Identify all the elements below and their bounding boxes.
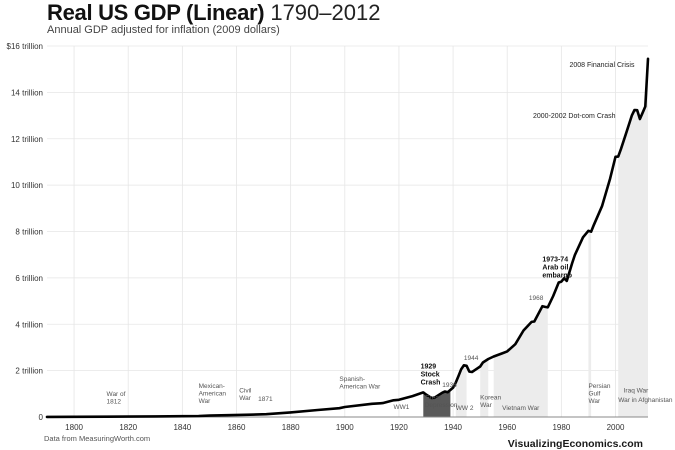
annotation-label: 1968: [529, 295, 544, 302]
chart-title-main: Real US GDP (Linear): [47, 0, 265, 25]
shaded-periods: [423, 58, 648, 418]
annotation-label: 2008 Financial Crisis: [569, 62, 634, 69]
annotation-label: WW 2: [456, 405, 474, 412]
chart-title-years: 1790–2012: [270, 0, 381, 25]
shaded-period: [618, 58, 648, 418]
y-tick-label: 14 trillion: [11, 88, 43, 97]
annotation-label: Korean War: [480, 395, 501, 410]
shaded-period: [423, 389, 451, 417]
x-tick-label: 1840: [173, 423, 191, 432]
annotation-label: Mexican-American War: [199, 383, 227, 405]
gdp-series-line: [45, 57, 650, 419]
x-tick-label: 1940: [444, 423, 462, 432]
annotation-label: 1936: [442, 382, 457, 389]
x-tick-label: 1880: [282, 423, 300, 432]
series-layer: [45, 57, 650, 419]
shaded-period: [493, 306, 548, 417]
x-tick-label: 1920: [390, 423, 408, 432]
chart-title: Real US GDP (Linear) 1790–2012: [47, 0, 380, 26]
y-tick-label: $16 trillion: [7, 42, 43, 51]
x-tick-label: 2000: [607, 423, 625, 432]
annotation-label: Persian Gulf War: [588, 383, 610, 405]
shaded-period: [588, 230, 592, 417]
source-note: Data from MeasuringWorth.com: [44, 434, 151, 443]
brand-suffix: .com: [618, 438, 643, 450]
annotation-label: 1973-74 Arab oil embargo: [542, 257, 572, 280]
y-tick-label: 8 trillion: [15, 228, 43, 237]
x-tick-label: 1960: [498, 423, 516, 432]
y-tick-label: 0: [39, 413, 44, 422]
annotation-label: 1944: [464, 355, 479, 362]
y-tick-label: 10 trillion: [11, 181, 43, 190]
y-tick-label: 12 trillion: [11, 135, 43, 144]
x-tick-label: 1980: [552, 423, 570, 432]
brand-highlight: Economics: [562, 438, 619, 450]
annotation-label: Vietnam War: [502, 405, 540, 412]
x-tick-label: 1820: [119, 423, 137, 432]
y-tick-label: 2 trillion: [15, 367, 43, 376]
annotation-label: 1929 Stock Crash: [421, 363, 441, 386]
chart-subtitle: Annual GDP adjusted for inflation (2009 …: [47, 24, 280, 36]
brand-logo[interactable]: VisualizingEconomics.com: [508, 438, 643, 450]
annotation-label: Great Depression: [425, 395, 458, 410]
annotation-label: War in Afghanistan: [618, 397, 673, 404]
annotation-label: Iraq War: [624, 388, 650, 395]
y-tick-label: 4 trillion: [15, 320, 43, 329]
y-tick-label: 6 trillion: [15, 274, 43, 283]
x-tick-label: 1900: [336, 423, 354, 432]
annotation-label: War of 1812: [107, 391, 126, 406]
annotation-label: 1871: [258, 396, 273, 403]
axes: 0 2 trillion 4 trillion 6 trillion 8 trillio…: [7, 42, 648, 432]
annotation-label: 2000-2002 Dot-com Crash: [533, 113, 616, 120]
brand-prefix: Visualizing: [507, 438, 563, 450]
annotation-label: Civil War: [239, 388, 252, 403]
annotations: War of 1812 Mexican-American War Civil War 187…: [107, 62, 673, 412]
annotation-label: Spanish-American War: [339, 376, 381, 391]
shaded-period: [480, 359, 489, 417]
x-tick-label: 1800: [65, 423, 83, 432]
x-tick-label: 1860: [228, 423, 246, 432]
grid-lines: [47, 45, 648, 417]
annotation-label: WW1: [394, 404, 410, 411]
